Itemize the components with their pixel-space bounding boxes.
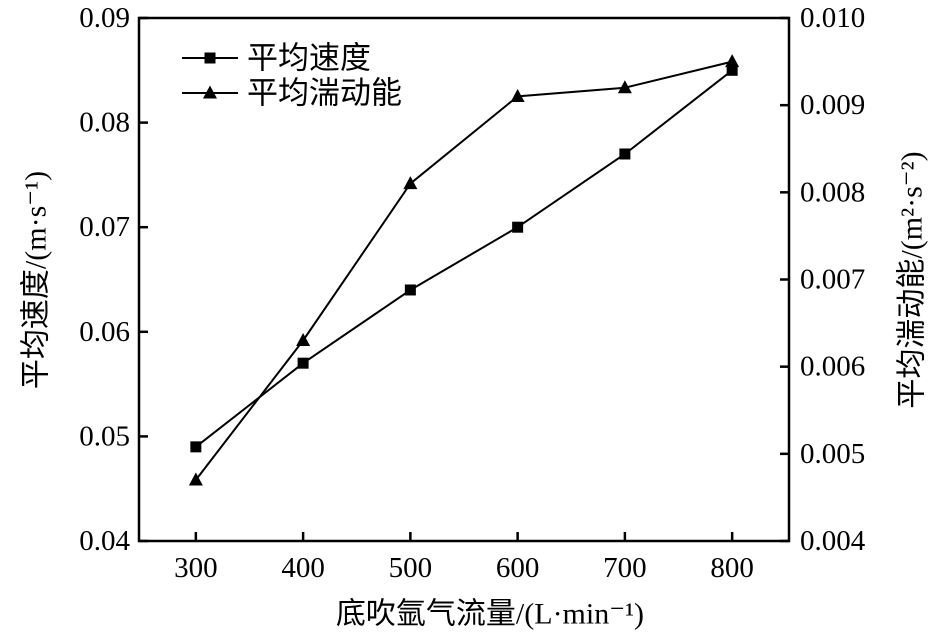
x-tick-label: 800 [710, 552, 754, 584]
square-marker-icon [512, 221, 524, 233]
square-marker-icon [726, 64, 738, 76]
left-tick-label: 0.06 [79, 316, 130, 348]
square-marker-icon [619, 148, 631, 160]
triangle-marker-icon [617, 80, 632, 94]
legend: 平均速度 平均湍动能 [182, 41, 402, 111]
left-tick-label: 0.09 [79, 2, 130, 34]
left-axis-title: 平均速度/(m·s⁻¹) [20, 171, 53, 389]
axes-layer: 300 400 500 600 700 800 0.04 0.05 0.06 0.07 0.08 0.… [79, 2, 866, 584]
right-tick-label: 0.010 [800, 2, 865, 34]
square-marker-icon [404, 284, 416, 296]
left-tick-label: 0.07 [79, 211, 130, 243]
square-marker-icon [204, 52, 216, 64]
series-layer [188, 54, 740, 486]
triangle-marker-icon [188, 472, 203, 486]
right-tick-label: 0.004 [800, 525, 866, 557]
square-marker-icon [297, 357, 309, 369]
legend-label-tke: 平均湍动能 [247, 76, 402, 111]
right-tick-label: 0.009 [800, 89, 865, 121]
triangle-marker-icon [725, 54, 740, 68]
x-tick-label: 400 [281, 552, 325, 584]
left-tick-label: 0.04 [79, 525, 130, 557]
legend-item-velocity: 平均速度 [182, 41, 371, 76]
plot-box [137, 16, 791, 543]
x-tick-label: 500 [389, 552, 433, 584]
x-tick-label: 700 [603, 552, 647, 584]
right-tick-label: 0.008 [800, 176, 865, 208]
legend-item-tke: 平均湍动能 [182, 76, 402, 111]
triangle-marker-icon [510, 88, 525, 102]
right-tick-label: 0.005 [800, 438, 865, 470]
triangle-marker-icon [403, 176, 418, 190]
right-tick-label: 0.007 [800, 264, 865, 296]
triangle-marker-icon [203, 85, 217, 99]
x-tick-label: 300 [174, 552, 218, 584]
right-tick-label: 0.006 [800, 351, 865, 383]
right-axis-title: 平均湍动能/(m²·s⁻²) [896, 151, 929, 408]
axis-titles-layer: 底吹氩气流量/(L·min⁻¹) 平均速度/(m·s⁻¹) 平均湍动能/(m²·… [20, 151, 929, 630]
x-tick-label: 600 [496, 552, 540, 584]
series-line-square [195, 69, 733, 448]
left-tick-label: 0.08 [79, 107, 130, 139]
series-line-triangle [195, 60, 733, 481]
left-tick-label: 0.05 [79, 420, 130, 452]
square-marker-icon [190, 441, 202, 453]
legend-label-velocity: 平均速度 [247, 41, 371, 76]
x-axis-title: 底吹氩气流量/(L·min⁻¹) [336, 598, 644, 631]
triangle-marker-icon [296, 333, 311, 347]
